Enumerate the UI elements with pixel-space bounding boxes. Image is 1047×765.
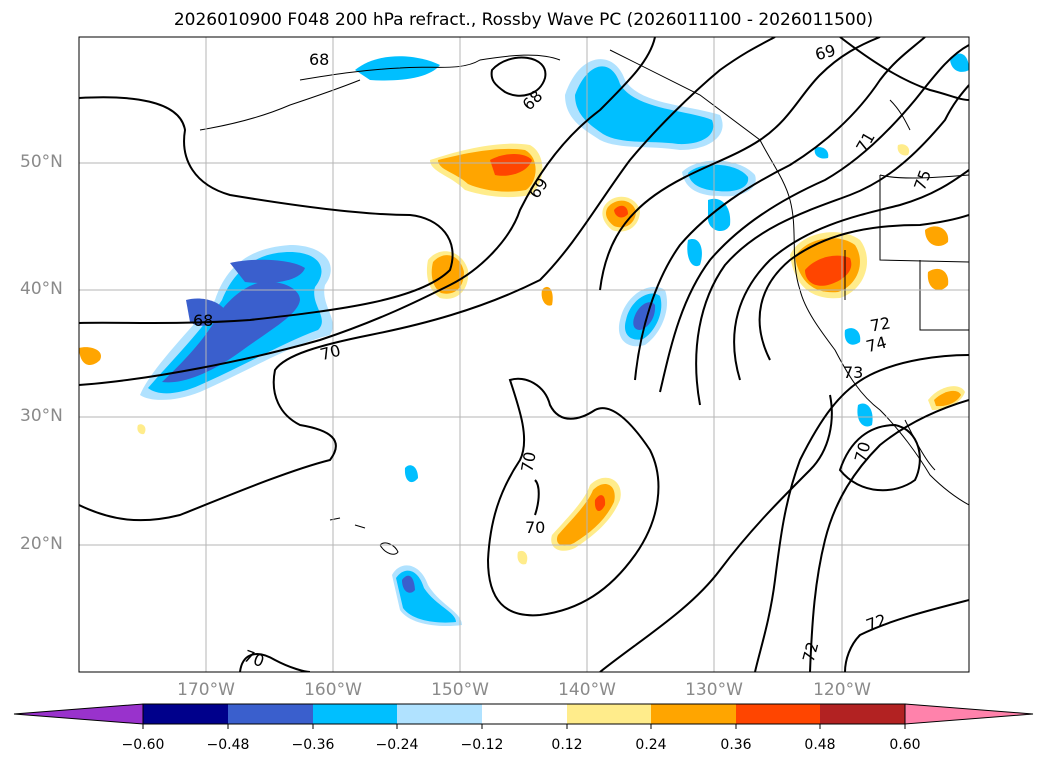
map-title: 2026010900 F048 200 hPa refract., Rossby… xyxy=(173,10,874,30)
contour-label: 73 xyxy=(843,363,863,382)
longitude-label: 160°W xyxy=(304,680,362,700)
colorbar-tick-label: −0.36 xyxy=(291,737,335,753)
longitude-label: 150°W xyxy=(431,680,489,700)
refractivity-contours xyxy=(79,37,969,672)
contour-label: 74 xyxy=(864,333,889,357)
colorbar-segment xyxy=(143,704,228,724)
contour-label: 68 xyxy=(309,50,329,69)
colorbar-segment xyxy=(567,704,651,724)
colorbar-tick-label: −0.12 xyxy=(460,737,504,753)
colorbar-tick-label: 0.12 xyxy=(551,737,583,753)
gridlines xyxy=(79,37,969,672)
latitude-label: 20°N xyxy=(20,534,63,554)
colorbar-segment xyxy=(228,704,313,724)
colorbar-segment xyxy=(482,704,567,724)
colorbar-tick-label: −0.48 xyxy=(206,737,250,753)
contour-label: 70 xyxy=(318,341,343,365)
contour-label: 70 xyxy=(525,518,545,537)
colorbar-segment xyxy=(397,704,482,724)
colorbar-tick-label: 0.36 xyxy=(720,737,752,753)
longitude-label: 120°W xyxy=(813,680,871,700)
map-panel xyxy=(79,37,969,672)
contour-label: 70 xyxy=(851,440,875,465)
latitude-label: 40°N xyxy=(20,279,63,299)
longitude-label: 140°W xyxy=(558,680,616,700)
contour-label: 69 xyxy=(813,41,838,65)
colorbar-tick-label: 0.48 xyxy=(804,737,836,753)
map-frame xyxy=(78,36,970,673)
colorbar-segment xyxy=(736,704,820,724)
longitude-label: 170°W xyxy=(177,680,235,700)
colorbar-min-extend xyxy=(13,703,144,725)
latitude-label: 50°N xyxy=(20,152,63,172)
colorbar-tick-label: −0.60 xyxy=(121,737,165,753)
contour-label: 70 xyxy=(517,450,539,473)
longitude-label: 130°W xyxy=(685,680,743,700)
colorbar-segment xyxy=(651,704,736,724)
colorbar-tick-label: 0.24 xyxy=(635,737,667,753)
contour-label: 72 xyxy=(799,640,823,665)
latitude-label: 30°N xyxy=(20,406,63,426)
colorbar-segment xyxy=(313,704,397,724)
colorbar-segment xyxy=(820,704,905,724)
colorbar-tick-label: 0.60 xyxy=(889,737,921,753)
colorbar-tick-label: −0.24 xyxy=(375,737,419,753)
positive-anomaly-fills xyxy=(79,143,965,565)
contour-label: 72 xyxy=(869,313,892,335)
contour-label: 68 xyxy=(193,311,213,330)
colorbar xyxy=(13,703,1034,729)
colorbar-max-extend xyxy=(904,703,1034,725)
